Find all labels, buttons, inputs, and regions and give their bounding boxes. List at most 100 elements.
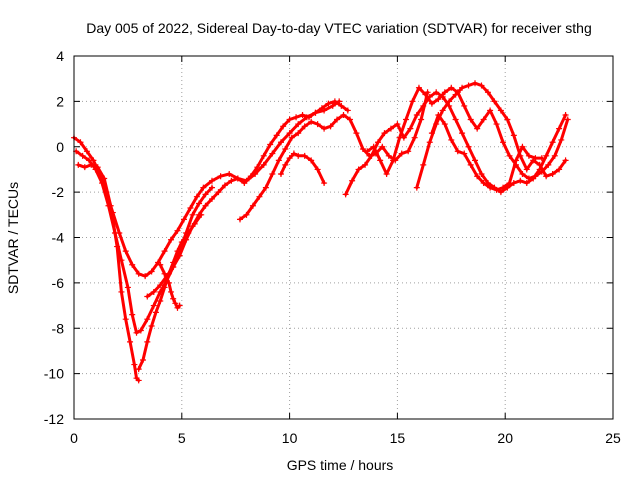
data-point-marker bbox=[532, 155, 539, 162]
data-point-marker bbox=[174, 227, 181, 234]
data-point-marker bbox=[176, 302, 183, 309]
data-point-marker bbox=[226, 170, 233, 177]
data-point-marker bbox=[202, 202, 209, 209]
data-point-marker bbox=[295, 130, 302, 137]
data-point-marker bbox=[221, 182, 228, 189]
data-point-marker bbox=[329, 102, 336, 109]
y-tick-label: -10 bbox=[44, 366, 64, 382]
data-point-marker bbox=[157, 261, 164, 268]
data-point-marker bbox=[379, 143, 386, 150]
data-point-marker bbox=[275, 157, 282, 164]
x-tick-label: 10 bbox=[282, 430, 298, 446]
data-point-marker bbox=[331, 98, 338, 105]
data-point-marker bbox=[519, 143, 526, 150]
data-point-marker bbox=[407, 125, 414, 132]
data-point-marker bbox=[122, 316, 129, 323]
data-point-marker bbox=[342, 191, 349, 198]
data-point-marker bbox=[480, 180, 487, 187]
data-point-marker bbox=[344, 107, 351, 114]
data-point-marker bbox=[228, 177, 235, 184]
data-point-marker bbox=[295, 152, 302, 159]
data-point-marker bbox=[420, 161, 427, 168]
data-point-marker bbox=[131, 361, 138, 368]
data-point-marker bbox=[413, 111, 420, 118]
data-point-marker bbox=[556, 166, 563, 173]
data-point-marker bbox=[549, 170, 556, 177]
data-point-marker bbox=[465, 82, 472, 89]
data-point-marker bbox=[124, 284, 131, 291]
data-point-marker bbox=[144, 293, 151, 300]
data-point-marker bbox=[277, 139, 284, 146]
data-point-marker bbox=[385, 152, 392, 159]
data-point-marker bbox=[193, 193, 200, 200]
data-point-marker bbox=[133, 329, 140, 336]
data-point-marker bbox=[129, 261, 136, 268]
data-point-marker bbox=[241, 180, 248, 187]
data-point-marker bbox=[428, 100, 435, 107]
data-point-marker bbox=[506, 152, 513, 159]
data-point-marker bbox=[525, 152, 532, 159]
data-point-marker bbox=[142, 273, 149, 280]
data-point-marker bbox=[180, 216, 187, 223]
data-point-marker bbox=[256, 193, 263, 200]
y-tick-label: 2 bbox=[56, 93, 64, 109]
x-tick-label: 5 bbox=[178, 430, 186, 446]
data-point-marker bbox=[269, 170, 276, 177]
data-point-marker bbox=[558, 136, 565, 143]
y-tick-label: -2 bbox=[52, 184, 65, 200]
data-point-marker bbox=[286, 130, 293, 137]
y-tick-label: -4 bbox=[52, 230, 65, 246]
data-point-marker bbox=[334, 116, 341, 123]
data-point-marker bbox=[523, 180, 530, 187]
data-point-marker bbox=[148, 268, 155, 275]
data-point-marker bbox=[243, 211, 250, 218]
data-point-marker bbox=[161, 284, 168, 291]
data-point-marker bbox=[422, 91, 429, 98]
series-trace bbox=[76, 163, 141, 382]
data-point-marker bbox=[282, 161, 289, 168]
data-point-marker bbox=[127, 338, 134, 345]
data-point-marker bbox=[491, 98, 498, 105]
data-point-marker bbox=[556, 125, 563, 132]
data-point-marker bbox=[161, 248, 168, 255]
data-point-marker bbox=[338, 102, 345, 109]
data-point-marker bbox=[196, 211, 203, 218]
data-point-marker bbox=[282, 146, 289, 153]
data-point-marker bbox=[523, 166, 530, 173]
data-point-marker bbox=[411, 134, 418, 141]
data-point-marker bbox=[474, 173, 481, 180]
data-point-marker bbox=[118, 288, 125, 295]
data-point-marker bbox=[493, 186, 500, 193]
data-point-marker bbox=[77, 139, 84, 146]
x-tick-label: 0 bbox=[70, 430, 78, 446]
data-point-marker bbox=[374, 139, 381, 146]
data-point-marker bbox=[381, 130, 388, 137]
data-point-marker bbox=[286, 155, 293, 162]
data-point-marker bbox=[446, 98, 453, 105]
data-point-marker bbox=[327, 123, 334, 130]
data-point-marker bbox=[472, 80, 479, 87]
data-point-marker bbox=[448, 84, 455, 91]
data-point-marker bbox=[390, 157, 397, 164]
data-point-marker bbox=[75, 161, 82, 168]
data-point-marker bbox=[413, 184, 420, 191]
data-point-marker bbox=[172, 300, 179, 307]
data-point-marker bbox=[293, 114, 300, 121]
data-point-marker bbox=[200, 184, 207, 191]
grid-layer bbox=[74, 56, 613, 419]
data-point-marker bbox=[362, 161, 369, 168]
data-point-marker bbox=[189, 211, 196, 218]
data-point-marker bbox=[493, 121, 500, 128]
data-point-marker bbox=[183, 236, 190, 243]
data-point-marker bbox=[165, 279, 172, 286]
data-point-marker bbox=[208, 195, 215, 202]
data-point-marker bbox=[139, 357, 146, 364]
y-tick-label: 0 bbox=[56, 139, 64, 155]
data-point-marker bbox=[150, 288, 157, 295]
data-series-3 bbox=[75, 161, 142, 384]
data-point-marker bbox=[135, 366, 142, 373]
data-point-marker bbox=[295, 121, 302, 128]
data-point-marker bbox=[403, 116, 410, 123]
